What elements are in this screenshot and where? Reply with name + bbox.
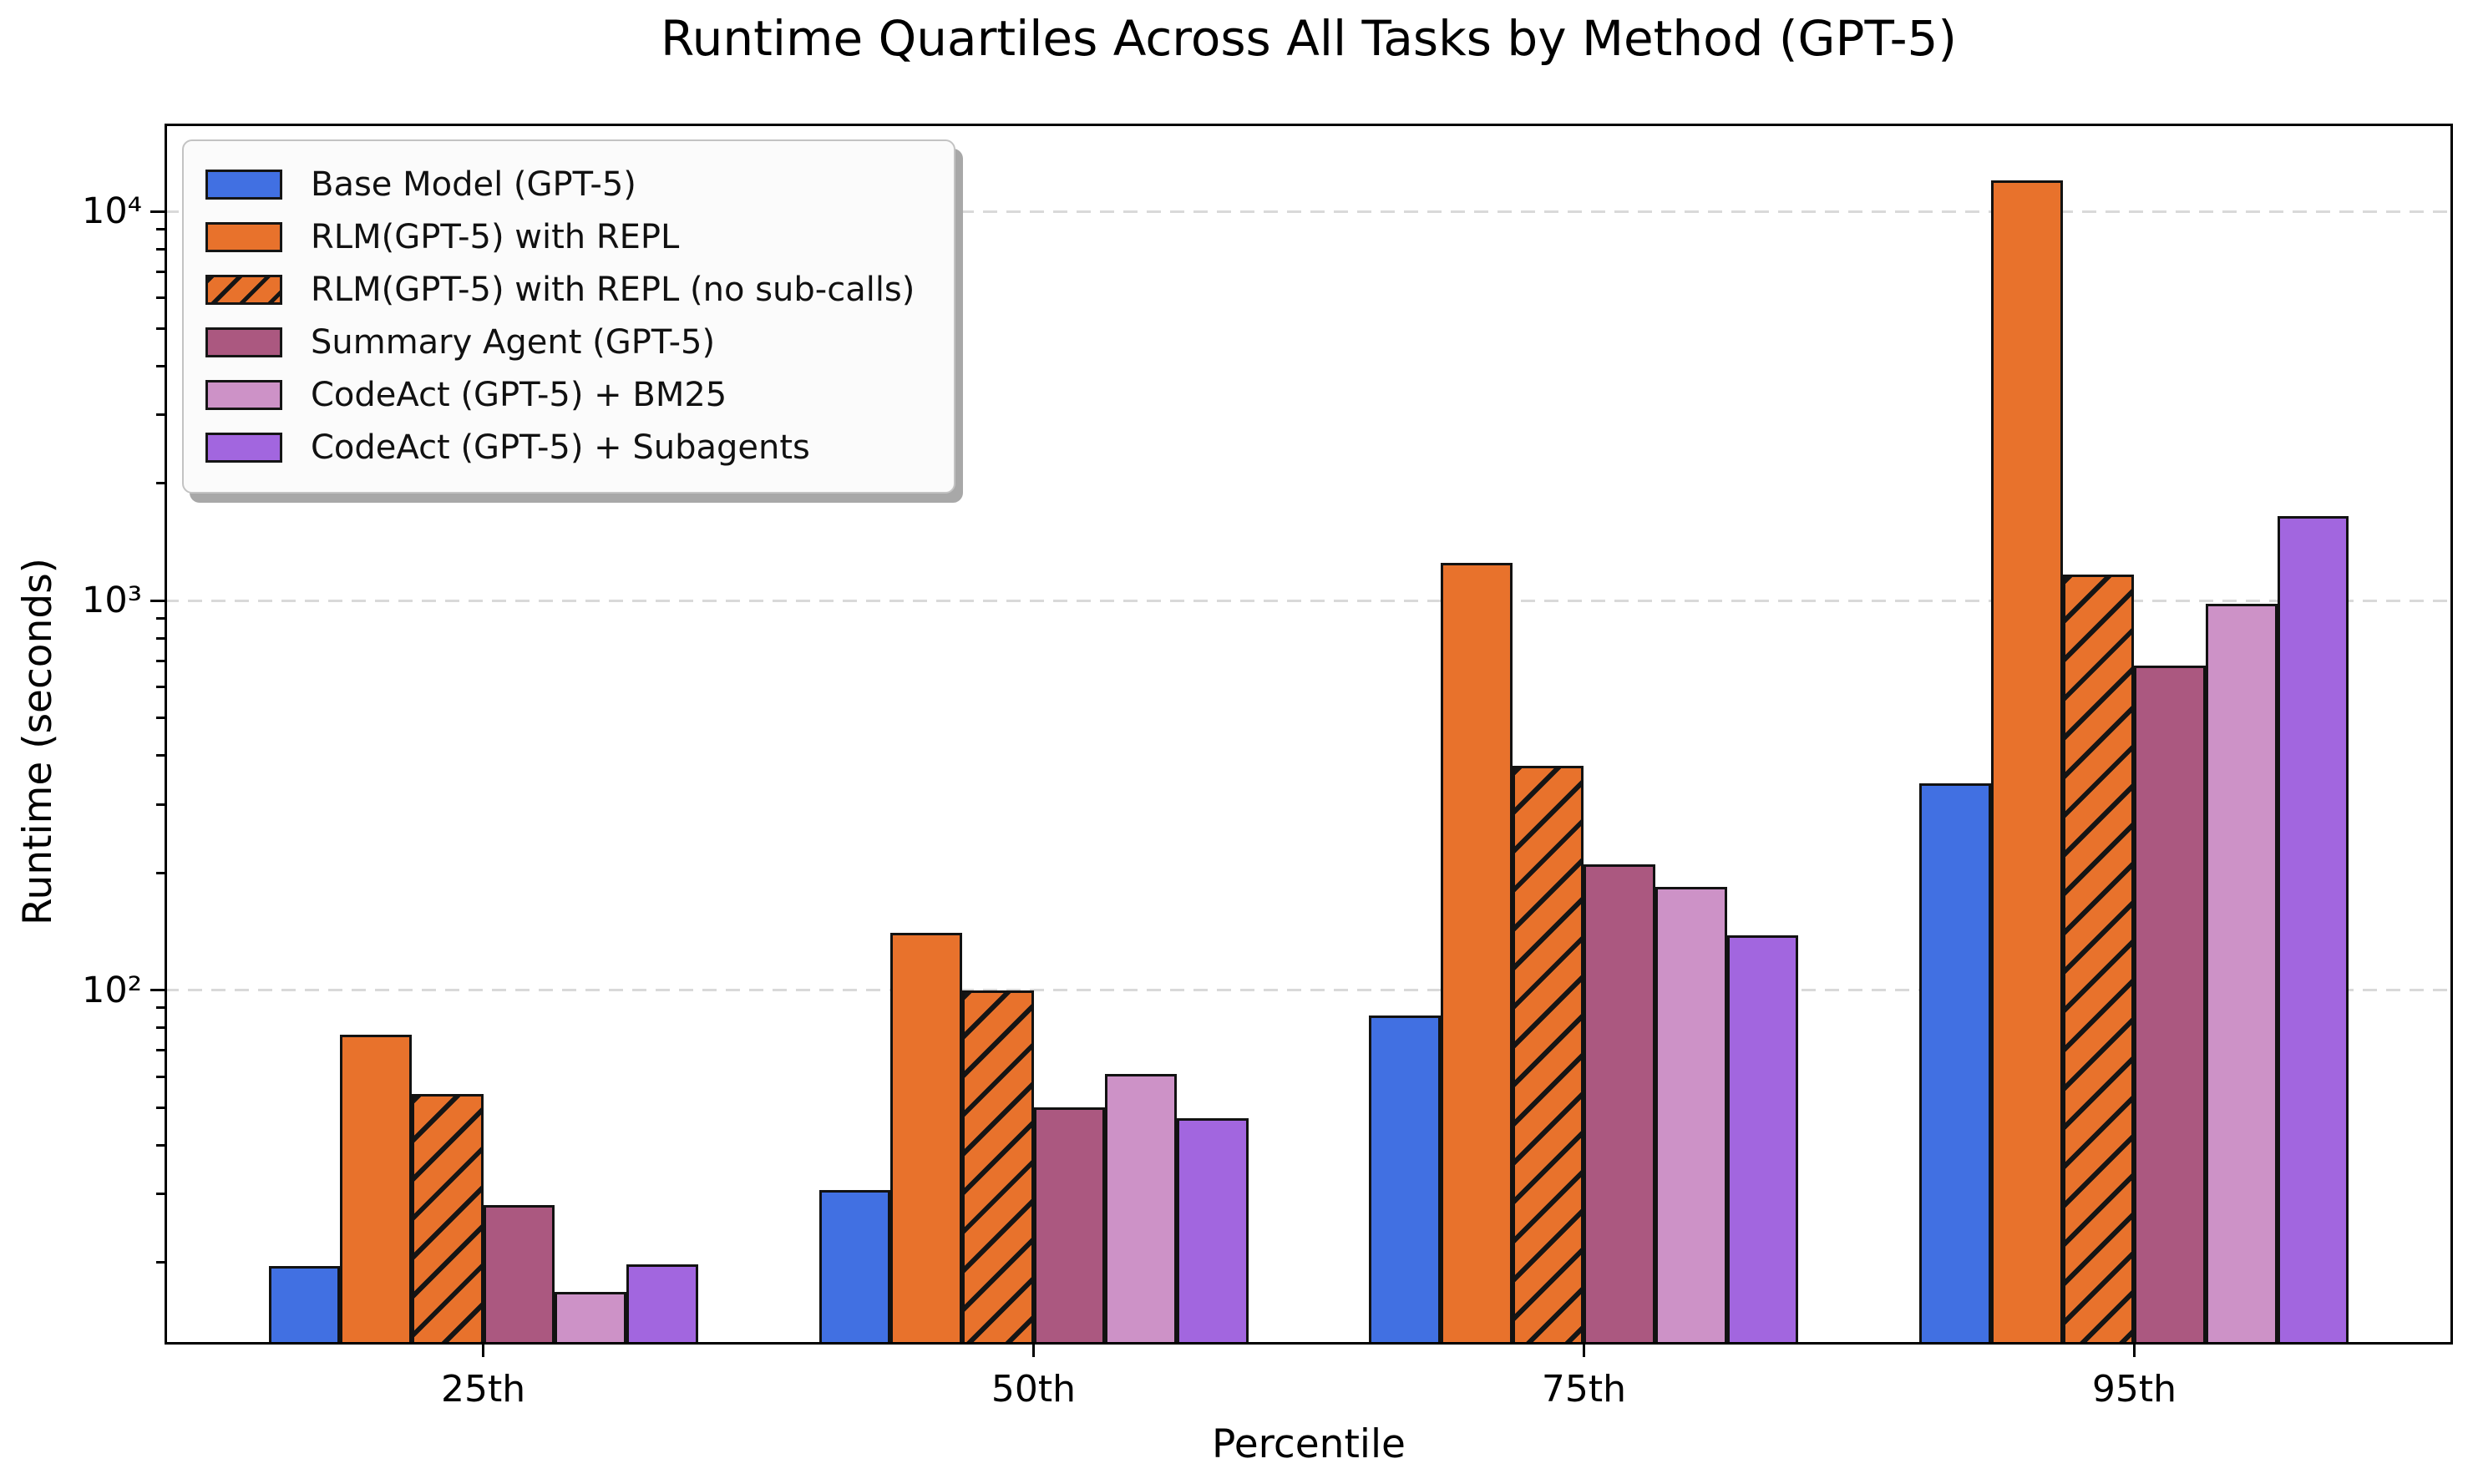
bar-base-model-gpt-5-25th — [268, 1265, 341, 1345]
legend: Base Model (GPT-5) RLM(GPT-5) with REPL RL… — [182, 139, 955, 494]
y-minor-tick — [156, 1192, 165, 1195]
bar-rlm-gpt-5-with-repl-no-sub-calls-75th — [1512, 766, 1584, 1345]
bar-codeact-gpt-5-subagents-50th — [1176, 1117, 1249, 1345]
x-axis-label: Percentile — [1212, 1421, 1406, 1467]
legend-swatch-icon — [205, 327, 282, 357]
gridline — [165, 599, 2453, 602]
legend-label: Summary Agent (GPT-5) — [311, 322, 716, 362]
y-minor-tick — [156, 270, 165, 273]
y-tick-label: 10³ — [82, 580, 142, 622]
legend-item: CodeAct (GPT-5) + BM25 — [184, 368, 954, 421]
y-minor-tick — [156, 1106, 165, 1109]
bar-rlm-gpt-5-with-repl-25th — [340, 1034, 412, 1345]
bar-rlm-gpt-5-with-repl-95th — [1991, 180, 2063, 1345]
legend-label: RLM(GPT-5) with REPL (no sub-calls) — [311, 270, 915, 309]
x-major-tick — [2132, 1345, 2136, 1357]
y-minor-tick — [156, 413, 165, 417]
y-minor-tick — [156, 637, 165, 641]
chart-title: Runtime Quartiles Across All Tasks by Me… — [660, 10, 1958, 67]
y-minor-tick — [156, 327, 165, 330]
legend-label: Base Model (GPT-5) — [311, 165, 636, 204]
bar-summary-agent-gpt-5-25th — [483, 1205, 555, 1345]
bar-summary-agent-gpt-5-95th — [2134, 666, 2207, 1345]
legend-swatch-icon — [205, 379, 282, 410]
bar-base-model-gpt-5-50th — [818, 1190, 891, 1345]
x-tick-label: 50th — [991, 1368, 1077, 1411]
y-minor-tick — [156, 686, 165, 689]
bar-rlm-gpt-5-with-repl-no-sub-calls-50th — [961, 990, 1034, 1345]
x-major-tick — [1582, 1345, 1585, 1357]
y-tick-label: 10⁴ — [82, 190, 142, 233]
y-tick-label: 10² — [82, 969, 142, 1011]
legend-swatch-icon — [205, 432, 282, 463]
legend-item: RLM(GPT-5) with REPL (no sub-calls) — [184, 263, 954, 316]
x-tick-label: 95th — [2091, 1368, 2177, 1411]
bar-summary-agent-gpt-5-50th — [1033, 1107, 1106, 1345]
y-major-tick — [150, 989, 165, 992]
bar-codeact-gpt-5-bm25-50th — [1105, 1073, 1177, 1345]
y-minor-tick — [156, 1049, 165, 1052]
y-minor-tick — [156, 1143, 165, 1147]
y-minor-tick — [156, 1075, 165, 1078]
y-minor-tick — [156, 296, 165, 299]
legend-swatch-icon — [205, 274, 282, 305]
y-minor-tick — [156, 1261, 165, 1264]
y-major-tick — [150, 210, 165, 213]
legend-item: Summary Agent (GPT-5) — [184, 316, 954, 368]
bar-codeact-gpt-5-subagents-25th — [626, 1264, 698, 1345]
legend-swatch-icon — [205, 221, 282, 252]
x-tick-label: 75th — [1541, 1368, 1627, 1411]
bar-summary-agent-gpt-5-75th — [1584, 864, 1656, 1345]
y-minor-tick — [156, 717, 165, 720]
y-minor-tick — [156, 482, 165, 485]
y-minor-tick — [156, 365, 165, 368]
y-minor-tick — [156, 1026, 165, 1030]
y-minor-tick — [156, 247, 165, 251]
bar-codeact-gpt-5-subagents-75th — [1726, 935, 1799, 1345]
bar-rlm-gpt-5-with-repl-75th — [1441, 563, 1513, 1345]
bar-codeact-gpt-5-bm25-25th — [555, 1291, 626, 1345]
bar-rlm-gpt-5-with-repl-no-sub-calls-25th — [411, 1094, 484, 1345]
legend-item: RLM(GPT-5) with REPL — [184, 210, 954, 263]
legend-swatch-icon — [205, 169, 282, 200]
gridline — [165, 989, 2453, 992]
legend-item: Base Model (GPT-5) — [184, 158, 954, 210]
y-major-tick — [150, 599, 165, 602]
legend-label: CodeAct (GPT-5) + Subagents — [311, 428, 810, 467]
y-minor-tick — [156, 660, 165, 663]
y-minor-tick — [156, 227, 165, 230]
x-major-tick — [482, 1345, 485, 1357]
y-minor-tick — [156, 803, 165, 806]
bar-base-model-gpt-5-95th — [1919, 783, 1992, 1345]
x-tick-label: 25th — [440, 1368, 526, 1411]
y-minor-tick — [156, 617, 165, 620]
bar-rlm-gpt-5-with-repl-50th — [890, 933, 962, 1345]
bar-codeact-gpt-5-bm25-95th — [2206, 604, 2278, 1345]
bar-base-model-gpt-5-75th — [1369, 1016, 1442, 1345]
legend-label: CodeAct (GPT-5) + BM25 — [311, 375, 727, 414]
y-minor-tick — [156, 1006, 165, 1010]
y-minor-tick — [156, 754, 165, 757]
y-minor-tick — [156, 871, 165, 874]
x-major-tick — [1032, 1345, 1035, 1357]
legend-item: CodeAct (GPT-5) + Subagents — [184, 421, 954, 474]
gridline — [165, 210, 2453, 213]
bar-codeact-gpt-5-subagents-95th — [2277, 515, 2349, 1345]
bar-codeact-gpt-5-bm25-75th — [1655, 887, 1727, 1345]
legend-label: RLM(GPT-5) with REPL — [311, 217, 680, 256]
y-axis-label: Runtime (seconds) — [15, 557, 61, 926]
bar-rlm-gpt-5-with-repl-no-sub-calls-95th — [2062, 574, 2135, 1345]
